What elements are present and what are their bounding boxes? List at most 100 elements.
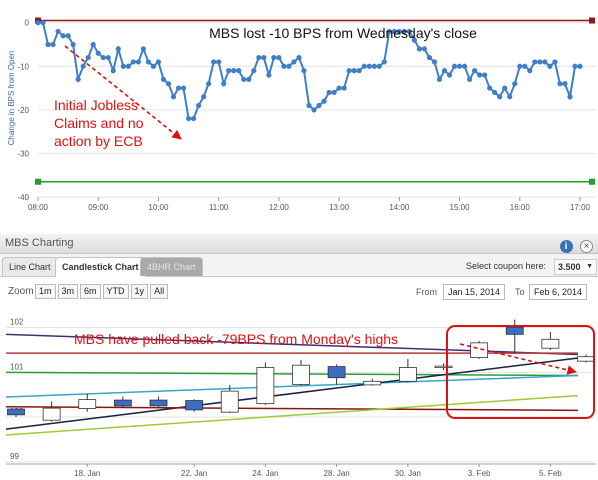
y-tick-label: 99 [10, 452, 19, 461]
to-date-input[interactable]: Feb 6, 2014 [529, 284, 588, 300]
x-tick-label: 15:00 [450, 203, 471, 212]
x-tick-label: 30. Jan [395, 469, 421, 478]
series-point [336, 85, 342, 91]
series-point [567, 94, 573, 100]
series-point [406, 28, 412, 35]
candle-body [470, 342, 489, 358]
candle-body [42, 407, 61, 421]
series-point [231, 68, 237, 74]
panel-controls: i × [557, 236, 593, 254]
series-point [120, 63, 126, 69]
info-icon[interactable]: i [559, 240, 573, 253]
panel-title-bar: MBS Charting i × [0, 234, 598, 254]
series-point [75, 76, 81, 82]
series-point [351, 68, 357, 74]
from-date-input[interactable]: Jan 15, 2014 [443, 284, 506, 300]
candle-body [7, 408, 25, 416]
series-point [381, 59, 387, 65]
candle-body [292, 364, 310, 385]
series-point [356, 68, 362, 74]
series-point [160, 76, 167, 82]
annotation-line-2: Claims and no [54, 115, 144, 131]
series-point [246, 76, 252, 82]
series-point [547, 63, 553, 69]
series-point [45, 41, 51, 48]
series-point [416, 46, 423, 52]
x-tick-label: 09:00 [88, 203, 109, 212]
series-point [542, 59, 548, 65]
intraday-y-axis: 0 -10 -20 -30 -40 [17, 19, 29, 202]
candle-y-axis: 10210110099 [10, 318, 24, 461]
series-point [527, 68, 533, 74]
candle-body [113, 399, 132, 407]
series-point [466, 76, 473, 82]
series-point [140, 46, 146, 52]
series-point [110, 68, 116, 74]
to-label: To [515, 287, 525, 297]
series-point [100, 54, 106, 61]
series-point [316, 102, 322, 109]
intraday-series [35, 20, 583, 122]
tab-candlestick-chart[interactable]: Candlestick Chart [55, 257, 146, 277]
series-point [90, 41, 96, 48]
candle-body [434, 365, 453, 368]
series-point [211, 59, 217, 65]
y-tick-label: -40 [17, 193, 29, 202]
candle-x-axis: 18. Jan 22. Jan 24. Jan 28. Jan 30. Jan 3. Fe… [74, 464, 562, 478]
x-tick-label: 10:00 [148, 203, 169, 212]
from-label: From [416, 287, 437, 297]
series-point [321, 98, 327, 104]
series-point [532, 59, 538, 65]
candles [7, 319, 595, 422]
series-point [50, 41, 56, 48]
zoom-6m-button[interactable]: 6m [80, 284, 101, 299]
candle-annotation-arrow [459, 343, 577, 375]
candle-body [327, 366, 346, 379]
series-point [190, 115, 197, 122]
series-point [326, 89, 332, 96]
candle-gridlines [6, 327, 594, 463]
series-point [557, 81, 563, 87]
series-point [175, 85, 182, 91]
tab-4bhr-chart[interactable]: 4BHR Chart [140, 257, 203, 276]
candle-body [505, 326, 524, 335]
series-point [296, 54, 302, 61]
series-point [492, 89, 498, 96]
series-point [40, 20, 46, 26]
candle-body [256, 367, 275, 405]
overlay-line [5, 406, 579, 412]
overlay-line [5, 374, 579, 398]
series-point [291, 59, 297, 65]
intraday-y-axis-label: Change in BPS from Open [7, 51, 16, 146]
series-point [236, 68, 242, 74]
series-point [522, 63, 528, 69]
x-tick-label: 18. Jan [74, 469, 100, 478]
close-icon[interactable]: × [580, 240, 593, 253]
chart-tabs: Line Chart Candlestick Chart 4BHR Chart … [0, 254, 598, 277]
zoom-1y-button[interactable]: 1y [130, 284, 149, 299]
series-point [65, 33, 71, 39]
candle-body [149, 399, 168, 407]
series-point [441, 68, 448, 74]
series-point [206, 81, 212, 87]
zoom-1m-button[interactable]: 1m [35, 284, 56, 299]
series-point [155, 59, 162, 65]
zoom-all-button[interactable]: All [150, 284, 169, 299]
series-point [371, 63, 377, 69]
coupon-select[interactable]: 3.500 ▼ [554, 259, 597, 275]
series-point [276, 54, 282, 61]
annotation-arrow [64, 45, 182, 140]
tab-line-chart[interactable]: Line Chart [2, 257, 58, 276]
series-point [95, 50, 101, 56]
reference-marker [35, 178, 41, 185]
zoom-3m-button[interactable]: 3m [57, 284, 79, 299]
x-tick-label: 11:00 [209, 203, 229, 212]
candle-body [577, 356, 595, 362]
series-point [85, 54, 91, 61]
x-tick-label: 5. Feb [539, 469, 562, 478]
series-point [401, 28, 407, 35]
zoom-ytd-button[interactable]: YTD [102, 284, 129, 299]
series-point [70, 41, 76, 48]
series-point [446, 72, 453, 78]
overlay-line [5, 371, 579, 377]
